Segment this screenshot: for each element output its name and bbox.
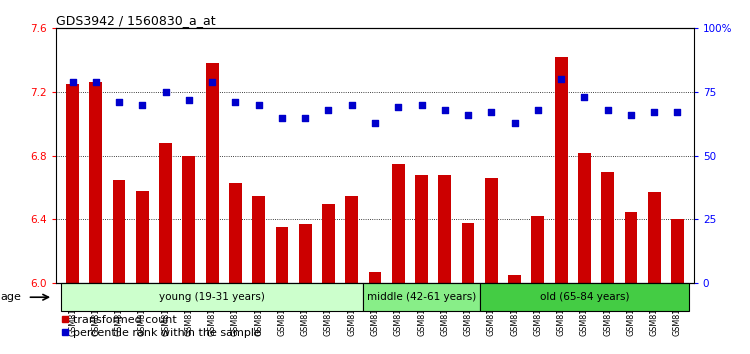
Bar: [345, 196, 358, 283]
Bar: [602, 172, 614, 283]
Bar: [159, 143, 172, 283]
Bar: [322, 204, 334, 283]
Point: [509, 120, 520, 125]
Point: [439, 107, 451, 113]
Point: [416, 102, 428, 108]
Point: [602, 107, 613, 113]
Bar: [229, 183, 242, 283]
Bar: [648, 193, 661, 283]
Bar: [671, 219, 684, 283]
Point: [578, 94, 590, 100]
Bar: [298, 224, 311, 283]
Bar: [480, 283, 689, 311]
Bar: [485, 178, 498, 283]
Point: [532, 107, 544, 113]
Point: [392, 104, 404, 110]
Point: [206, 79, 218, 85]
Text: GDS3942 / 1560830_a_at: GDS3942 / 1560830_a_at: [56, 14, 216, 27]
Point: [90, 79, 102, 85]
Point: [625, 112, 637, 118]
Bar: [182, 156, 195, 283]
Text: young (19-31 years): young (19-31 years): [159, 292, 265, 302]
Bar: [555, 57, 568, 283]
Point: [136, 102, 148, 108]
Bar: [112, 179, 125, 283]
Point: [230, 99, 242, 105]
Point: [671, 110, 683, 115]
Point: [369, 120, 381, 125]
Point: [322, 107, 334, 113]
Bar: [392, 164, 405, 283]
Bar: [509, 275, 521, 283]
Bar: [136, 191, 148, 283]
Bar: [532, 216, 544, 283]
Bar: [61, 283, 363, 311]
Bar: [416, 175, 428, 283]
Bar: [439, 175, 452, 283]
Point: [648, 110, 660, 115]
Bar: [252, 196, 265, 283]
Point: [67, 79, 79, 85]
Bar: [275, 228, 288, 283]
Point: [253, 102, 265, 108]
Text: age: age: [0, 292, 21, 302]
Bar: [66, 84, 79, 283]
Point: [183, 97, 195, 103]
Bar: [462, 223, 475, 283]
Bar: [625, 212, 638, 283]
Bar: [206, 63, 218, 283]
Point: [276, 115, 288, 120]
Point: [462, 112, 474, 118]
Text: old (65-84 years): old (65-84 years): [540, 292, 629, 302]
Legend: transformed count, percentile rank within the sample: transformed count, percentile rank withi…: [62, 315, 261, 338]
Bar: [578, 153, 591, 283]
Point: [346, 102, 358, 108]
Bar: [363, 283, 480, 311]
Point: [160, 89, 172, 95]
Point: [485, 110, 497, 115]
Bar: [368, 272, 382, 283]
Point: [555, 76, 567, 82]
Text: middle (42-61 years): middle (42-61 years): [367, 292, 476, 302]
Point: [299, 115, 311, 120]
Bar: [89, 82, 102, 283]
Point: [113, 99, 125, 105]
